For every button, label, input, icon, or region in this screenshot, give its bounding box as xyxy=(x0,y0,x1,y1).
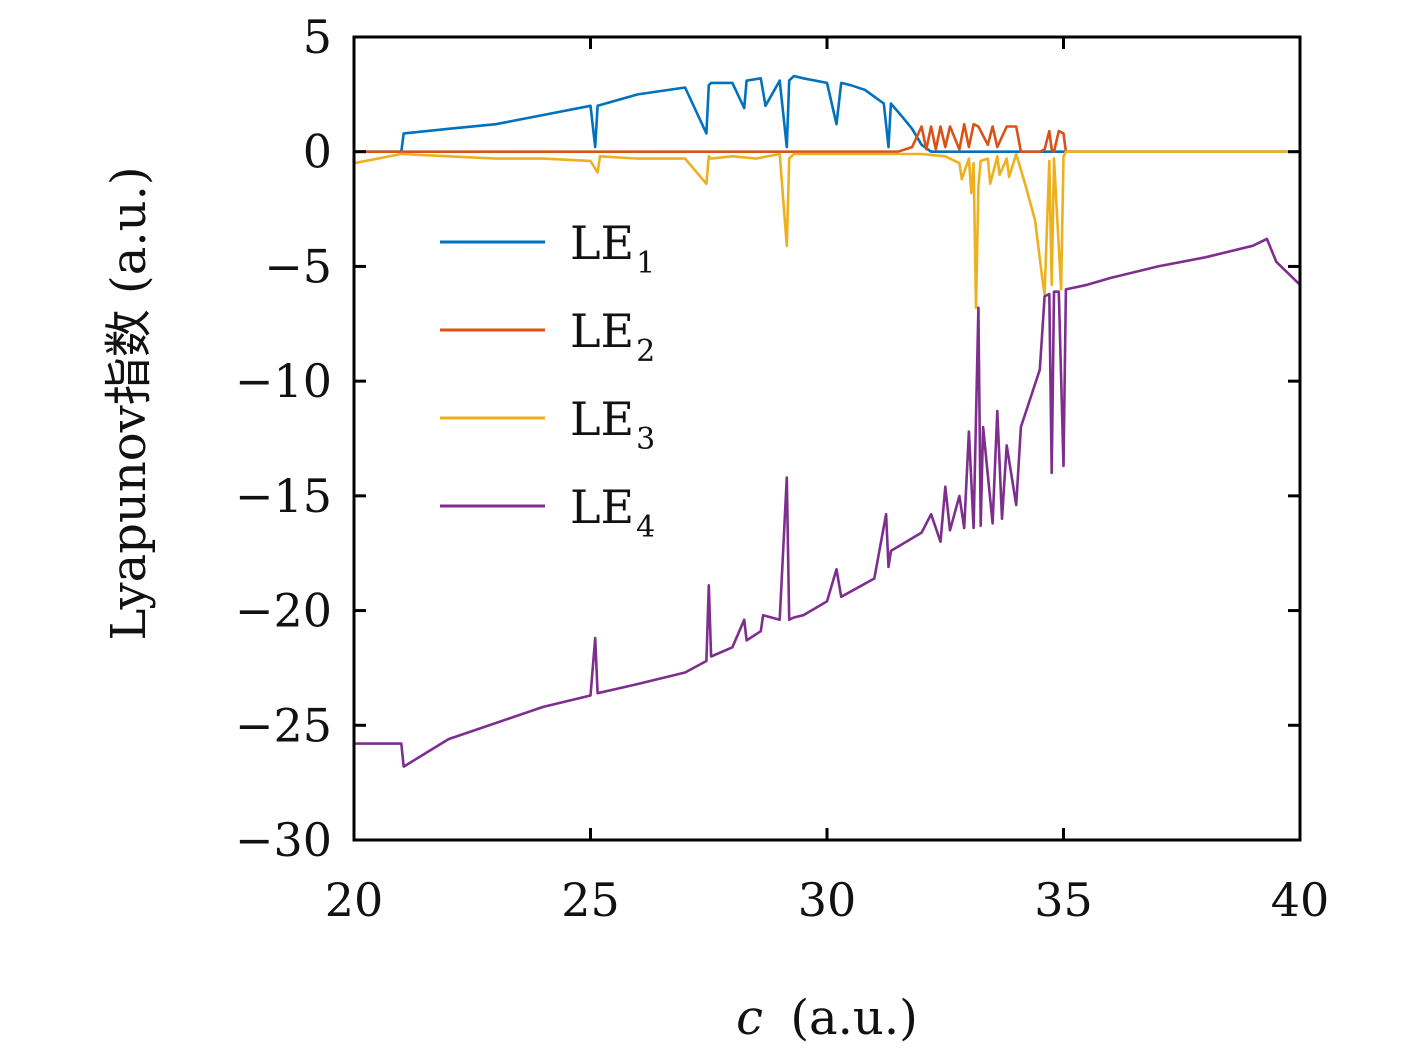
series-layer xyxy=(354,74,1300,768)
x-tick-label: 35 xyxy=(1034,873,1093,927)
y-tick-label: −15 xyxy=(235,469,332,523)
legend-label-main: LE xyxy=(570,216,634,270)
y-tick-label: −30 xyxy=(235,813,332,867)
tick-layer: 20 25 30 35 40 5 0 −5 −10 −15 −20 −25 −30 xyxy=(235,10,1329,927)
legend-label-subscript: 1 xyxy=(636,246,655,281)
x-tick-label: 30 xyxy=(798,873,857,927)
x-axis-unit: (a.u.) xyxy=(790,990,918,1046)
legend-label-subscript: 2 xyxy=(636,334,655,369)
legend-label-subscript: 3 xyxy=(636,422,655,457)
y-tick-label: −25 xyxy=(235,698,332,752)
series-line-le4 xyxy=(354,237,1300,768)
y-tick-label: −10 xyxy=(235,354,332,408)
x-tick-label: 40 xyxy=(1271,873,1330,927)
legend-label-main: LE xyxy=(570,392,634,446)
x-axis-variable: c xyxy=(736,990,763,1046)
legend-label-main: LE xyxy=(570,304,634,358)
legend-label-subscript: 4 xyxy=(636,510,655,545)
series-line-le1 xyxy=(354,74,1300,153)
legend-label-le1: LE1 xyxy=(570,216,655,281)
legend-label-le3: LE3 xyxy=(570,392,655,457)
y-tick-label: −20 xyxy=(235,584,332,638)
y-tick-label: −5 xyxy=(264,239,332,293)
legend-label-le4: LE4 xyxy=(570,480,655,545)
x-axis-title: c (a.u.) xyxy=(736,990,918,1046)
y-tick-label: 5 xyxy=(303,10,332,64)
series-line-le3 xyxy=(354,150,1300,309)
series-line-le2 xyxy=(354,122,1300,153)
legend-label-main: LE xyxy=(570,480,634,534)
x-tick-label: 20 xyxy=(325,873,384,927)
legend-label-le2: LE2 xyxy=(570,304,655,369)
y-axis-title: Lyapunov指数 (a.u.) xyxy=(101,166,157,640)
x-tick-label: 25 xyxy=(561,873,620,927)
y-tick-label: 0 xyxy=(303,125,332,179)
